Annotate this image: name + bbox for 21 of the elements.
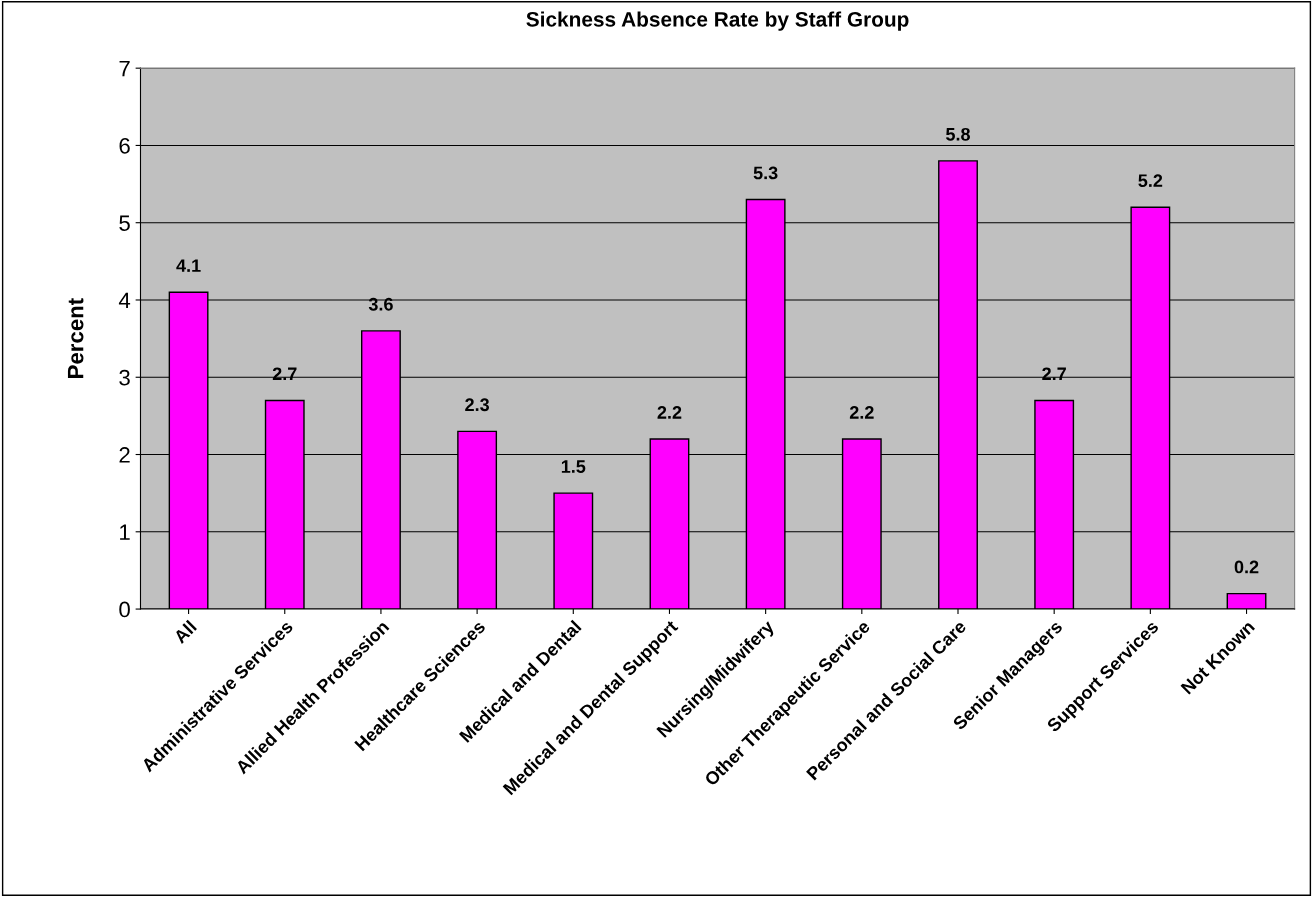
y-tick-label: 6 [119, 137, 130, 154]
y-axis-title: Percent [67, 298, 84, 378]
y-tick-label: 7 [119, 60, 130, 77]
y-tick-label: 4 [118, 292, 131, 309]
data-label: 5.8 [946, 127, 970, 141]
y-tick-label: 1 [120, 524, 130, 540]
y-tick-label: 2 [119, 447, 130, 463]
data-label: 3.6 [368, 297, 393, 311]
x-tick-label: All [172, 619, 197, 645]
data-label: 2.2 [849, 406, 874, 419]
data-label: 5.2 [1138, 174, 1163, 188]
chart-title: Sickness Absence Rate by Staff Group [526, 11, 909, 31]
y-tick-label: 3 [119, 369, 130, 386]
data-label: 2.3 [465, 398, 490, 412]
y-tick-label: 5 [119, 215, 130, 231]
data-label: 5.3 [753, 166, 778, 180]
data-label: 0.2 [1234, 560, 1259, 574]
data-label: 1.5 [561, 460, 586, 473]
data-label: 4.1 [176, 259, 201, 272]
data-label: 2.2 [657, 406, 682, 419]
y-tick-label: 0 [119, 601, 130, 618]
